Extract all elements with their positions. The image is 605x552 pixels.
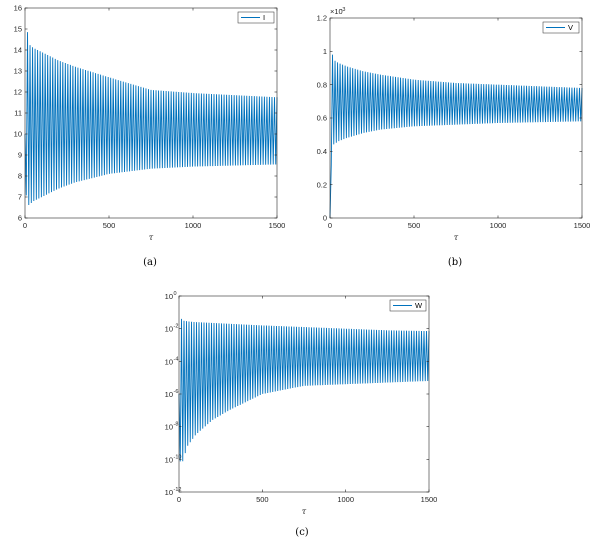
- y-tick-label: 10: [165, 488, 173, 497]
- x-tick-label: 1500: [574, 221, 591, 230]
- y-tick-label: 9: [18, 151, 22, 160]
- panel-a: 0 500 1000 1500 6 7 8 9 10 11 12 13 14 15 16 τ I: [14, 4, 286, 242]
- x-tick-label: 500: [103, 221, 116, 230]
- legend-label: W: [415, 301, 423, 310]
- y-tick-label: 10: [165, 292, 173, 301]
- y-tick-exponent: -12: [174, 487, 182, 493]
- y-tick-label: 6: [18, 214, 22, 223]
- x-axis-label: τ: [454, 233, 459, 242]
- y-multiplier: ×10: [330, 7, 343, 16]
- caption-c: (c): [295, 527, 309, 538]
- y-tick-label: 11: [14, 109, 22, 118]
- x-tick-label: 1000: [337, 495, 354, 504]
- x-axis-label: τ: [149, 233, 154, 242]
- y-tick-label: 8: [18, 172, 22, 181]
- y-tick-label: 0.4: [317, 147, 327, 156]
- x-tick-label: 500: [408, 221, 421, 230]
- y-tick-label: 1: [323, 47, 327, 56]
- legend: I: [237, 11, 275, 24]
- series-line-I: [24, 32, 278, 206]
- y-tick-label: 0.2: [317, 180, 327, 189]
- panel-b: 0 500 1000 1500 0 0.2 0.4 0.6 0.8 1 1.2×10-3 τ V: [317, 7, 591, 242]
- y-tick-label: 0.6: [317, 114, 327, 123]
- y-tick-exponent: 0: [174, 291, 177, 297]
- x-tick-label: 1500: [269, 221, 286, 230]
- y-tick-label: 15: [14, 25, 22, 34]
- y-tick-label: 0: [323, 214, 327, 223]
- series-line-V: [329, 54, 583, 219]
- y-tick-label: 16: [14, 4, 22, 13]
- y-tick-label: 10: [165, 423, 173, 432]
- legend-label: I: [263, 13, 265, 22]
- x-tick-label: 1000: [490, 221, 507, 230]
- x-tick-label: 1000: [185, 221, 202, 230]
- y-tick-label: 12: [14, 88, 22, 97]
- y-tick-exponent: -4: [174, 356, 179, 362]
- y-multiplier-exponent: -3: [341, 7, 346, 13]
- caption-b: (b): [448, 257, 462, 268]
- legend: V: [542, 21, 580, 34]
- y-tick-label: 1.2: [317, 14, 327, 23]
- x-tick-label: 1500: [421, 495, 438, 504]
- legend-label: V: [568, 23, 573, 32]
- y-tick-label: 10: [165, 357, 173, 366]
- x-axis-label: τ: [302, 507, 307, 516]
- legend: W: [389, 299, 427, 312]
- caption-a: (a): [143, 257, 157, 268]
- y-tick-exponent: -6: [174, 389, 179, 395]
- y-tick-label: 10: [165, 390, 173, 399]
- series-line-W: [178, 318, 430, 462]
- y-tick-exponent: -8: [174, 422, 179, 428]
- x-tick-label: 0: [177, 495, 181, 504]
- y-tick-exponent: -2: [174, 324, 179, 330]
- y-tick-label: 10: [165, 325, 173, 334]
- y-tick-label: 10: [14, 130, 22, 139]
- y-tick-label: 13: [14, 67, 22, 76]
- axes-box: [329, 17, 583, 219]
- y-tick-label: 7: [18, 193, 22, 202]
- x-tick-label: 0: [328, 221, 332, 230]
- y-tick-label: 10: [165, 455, 173, 464]
- x-tick-label: 0: [23, 221, 27, 230]
- y-tick-label: 0.8: [317, 80, 327, 89]
- x-tick-label: 500: [256, 495, 269, 504]
- panel-c: 0 500 1000 150010-1210-1010-810-610-410-210…: [165, 291, 438, 516]
- y-tick-exponent: -10: [174, 454, 182, 460]
- y-tick-label: 14: [14, 46, 22, 55]
